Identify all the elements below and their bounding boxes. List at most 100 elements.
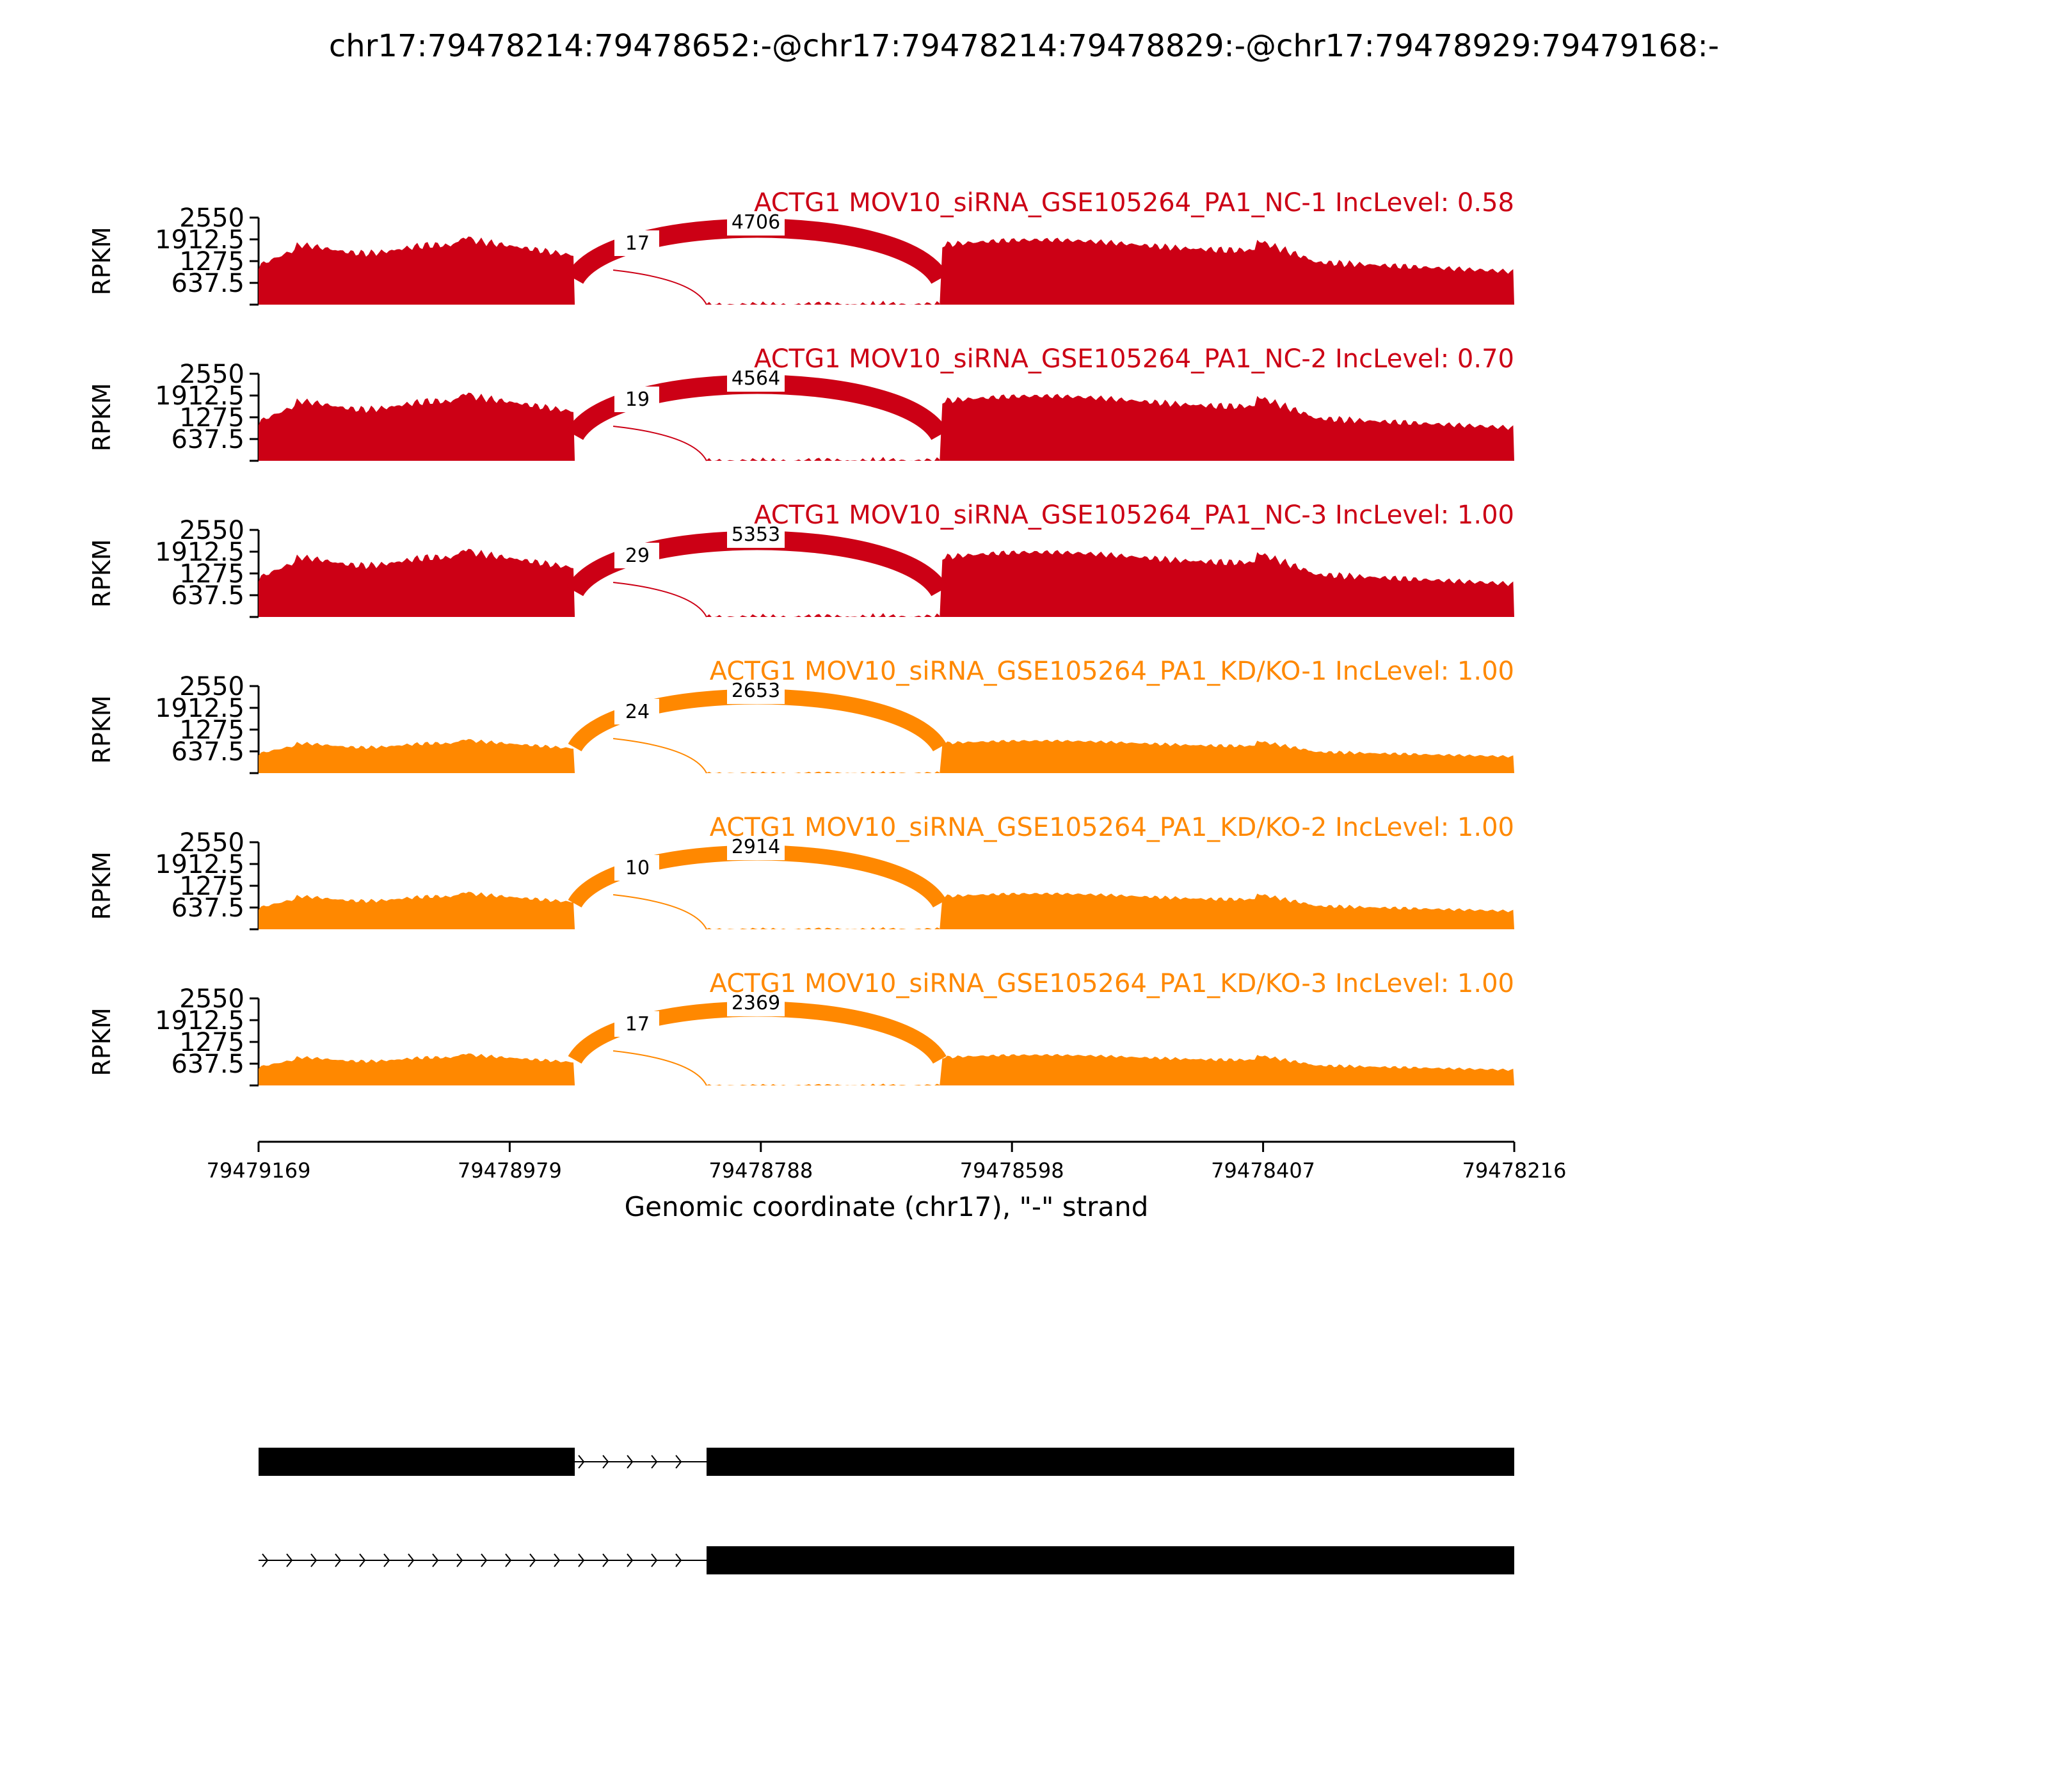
strand-chevron <box>578 1553 585 1567</box>
junction-count-inclusion: 19 <box>625 388 650 411</box>
coverage-area <box>259 739 575 773</box>
track-title: ACTG1 MOV10_siRNA_GSE105264_PA1_KD/KO-3 … <box>710 969 1514 998</box>
junction-count-inclusion: 10 <box>625 857 650 879</box>
y-axis-label: RPKM <box>88 695 116 764</box>
y-tick-label: 637.5 <box>171 1050 244 1079</box>
strand-chevron <box>627 1455 634 1469</box>
strand-chevron <box>602 1553 609 1567</box>
y-tick-label: 1275 <box>179 559 244 589</box>
junction-arc-inclusion <box>612 738 707 774</box>
x-tick-label: 79478598 <box>960 1158 1064 1183</box>
junction-count-skip: 2653 <box>732 680 780 702</box>
y-tick-label: 1275 <box>179 716 244 745</box>
exon-block <box>706 1448 1514 1476</box>
x-tick-label: 79478216 <box>1462 1158 1567 1183</box>
junction-count-inclusion: 24 <box>625 701 650 723</box>
y-tick-label: 1912.5 <box>155 225 244 255</box>
junction-count-skip: 2914 <box>732 836 780 858</box>
junction-label-box <box>727 522 785 548</box>
coverage-area <box>259 892 575 929</box>
strand-chevron <box>456 1553 463 1567</box>
strand-chevron <box>651 1455 658 1469</box>
exon-block <box>706 1546 1514 1574</box>
junction-label-box <box>727 366 785 392</box>
track-title: ACTG1 MOV10_siRNA_GSE105264_PA1_NC-3 Inc… <box>754 500 1514 530</box>
track-title: ACTG1 MOV10_siRNA_GSE105264_PA1_KD/KO-2 … <box>710 813 1514 842</box>
y-tick-label: 2550 <box>179 672 244 701</box>
coverage-area <box>940 394 1514 461</box>
y-tick-label: 2550 <box>179 360 244 389</box>
coverage-area <box>940 550 1514 617</box>
strand-chevron <box>505 1553 512 1567</box>
junction-label-box <box>614 699 659 724</box>
y-tick-label: 637.5 <box>171 893 244 923</box>
junction-label-box <box>727 210 785 236</box>
strand-chevron <box>262 1553 269 1567</box>
y-tick-label: 637.5 <box>171 269 244 298</box>
y-tick-label: 1912.5 <box>155 538 244 567</box>
strand-chevron <box>481 1553 488 1567</box>
x-tick-label: 79478979 <box>458 1158 562 1183</box>
y-tick-label: 2550 <box>179 984 244 1014</box>
coverage-area <box>259 548 575 617</box>
junction-count-skip: 5353 <box>732 524 780 546</box>
y-tick-label: 1275 <box>179 872 244 901</box>
junction-label-box <box>727 678 785 704</box>
x-tick-label: 79478788 <box>708 1158 813 1183</box>
y-axis-label: RPKM <box>88 851 116 920</box>
junction-count-skip: 2369 <box>732 992 780 1014</box>
coverage-area <box>940 739 1514 773</box>
coverage-area <box>259 1053 575 1085</box>
junction-label-box <box>614 387 659 412</box>
page-title: chr17:79478214:79478652:-@chr17:79478214… <box>328 28 1720 64</box>
strand-chevron <box>627 1553 634 1567</box>
y-tick-label: 1912.5 <box>155 381 244 411</box>
coverage-area <box>707 456 940 461</box>
junction-arc-inclusion <box>612 1050 707 1086</box>
junction-label-box <box>727 835 785 860</box>
junction-count-skip: 4706 <box>732 211 780 234</box>
y-tick-label: 1275 <box>179 403 244 433</box>
y-axis-label: RPKM <box>88 539 116 607</box>
coverage-area <box>940 237 1514 305</box>
strand-chevron <box>335 1553 342 1567</box>
x-tick-label: 79478407 <box>1211 1158 1315 1183</box>
y-axis-label: RPKM <box>88 1007 116 1076</box>
strand-chevron <box>602 1455 609 1469</box>
x-tick-label: 79479169 <box>207 1158 311 1183</box>
junction-count-skip: 4564 <box>732 367 780 390</box>
coverage-area <box>707 771 940 773</box>
junction-label-box <box>614 230 659 256</box>
y-tick-label: 2550 <box>179 516 244 545</box>
strand-chevron <box>359 1553 366 1567</box>
junction-arc-inclusion <box>612 269 707 305</box>
strand-chevron <box>286 1553 293 1567</box>
strand-chevron <box>432 1553 439 1567</box>
exon-block <box>259 1448 575 1476</box>
y-tick-label: 1275 <box>179 1028 244 1057</box>
strand-chevron <box>651 1553 658 1567</box>
y-tick-label: 637.5 <box>171 737 244 767</box>
coverage-area <box>707 300 940 305</box>
y-tick-label: 2550 <box>179 828 244 858</box>
y-tick-label: 1912.5 <box>155 1006 244 1036</box>
junction-count-inclusion: 29 <box>625 545 650 567</box>
y-tick-label: 1275 <box>179 247 244 276</box>
track-title: ACTG1 MOV10_siRNA_GSE105264_PA1_NC-2 Inc… <box>754 344 1514 374</box>
y-tick-label: 637.5 <box>171 581 244 611</box>
y-tick-label: 637.5 <box>171 425 244 454</box>
strand-chevron <box>554 1553 561 1567</box>
junction-count-inclusion: 17 <box>625 232 650 255</box>
coverage-area <box>259 392 575 461</box>
y-tick-label: 1912.5 <box>155 850 244 879</box>
strand-chevron <box>383 1553 390 1567</box>
track-title: ACTG1 MOV10_siRNA_GSE105264_PA1_NC-1 Inc… <box>754 188 1514 218</box>
y-axis-label: RPKM <box>88 227 116 295</box>
strand-chevron <box>675 1553 682 1567</box>
coverage-area <box>940 1053 1514 1085</box>
coverage-area <box>940 892 1514 929</box>
strand-chevron <box>529 1553 536 1567</box>
x-axis-label: Genomic coordinate (chr17), "-" strand <box>625 1191 1149 1222</box>
junction-label-box <box>727 991 785 1016</box>
